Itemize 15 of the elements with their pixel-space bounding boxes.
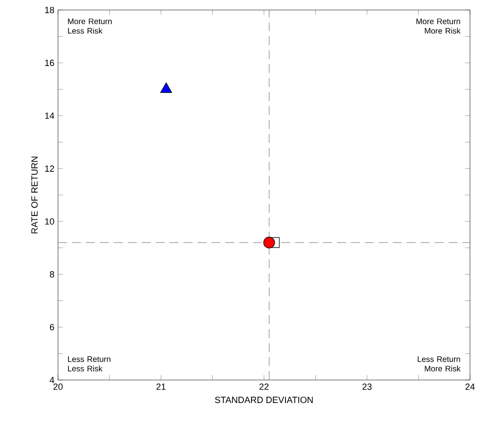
y-tick-label: 18 — [45, 6, 54, 14]
x-tick-label: 23 — [362, 384, 372, 390]
x-axis-title: STANDARD DEVIATION — [215, 396, 313, 404]
x-tick-label: 22 — [259, 384, 269, 390]
y-tick-label: 10 — [45, 218, 54, 225]
y-tick-label: 14 — [45, 112, 54, 119]
x-tick-label: 24 — [465, 384, 475, 390]
y-tick-label: 8 — [50, 271, 54, 278]
y-tick-label: 4 — [50, 376, 54, 384]
y-axis-title: RATE OF RETURN — [31, 156, 38, 234]
y-tick-label: 6 — [50, 324, 54, 330]
y-tick-label: 16 — [45, 60, 54, 66]
y-tick-label: 12 — [45, 165, 54, 172]
x-tick-label: 20 — [53, 384, 63, 390]
x-tick-label: 21 — [156, 384, 166, 390]
